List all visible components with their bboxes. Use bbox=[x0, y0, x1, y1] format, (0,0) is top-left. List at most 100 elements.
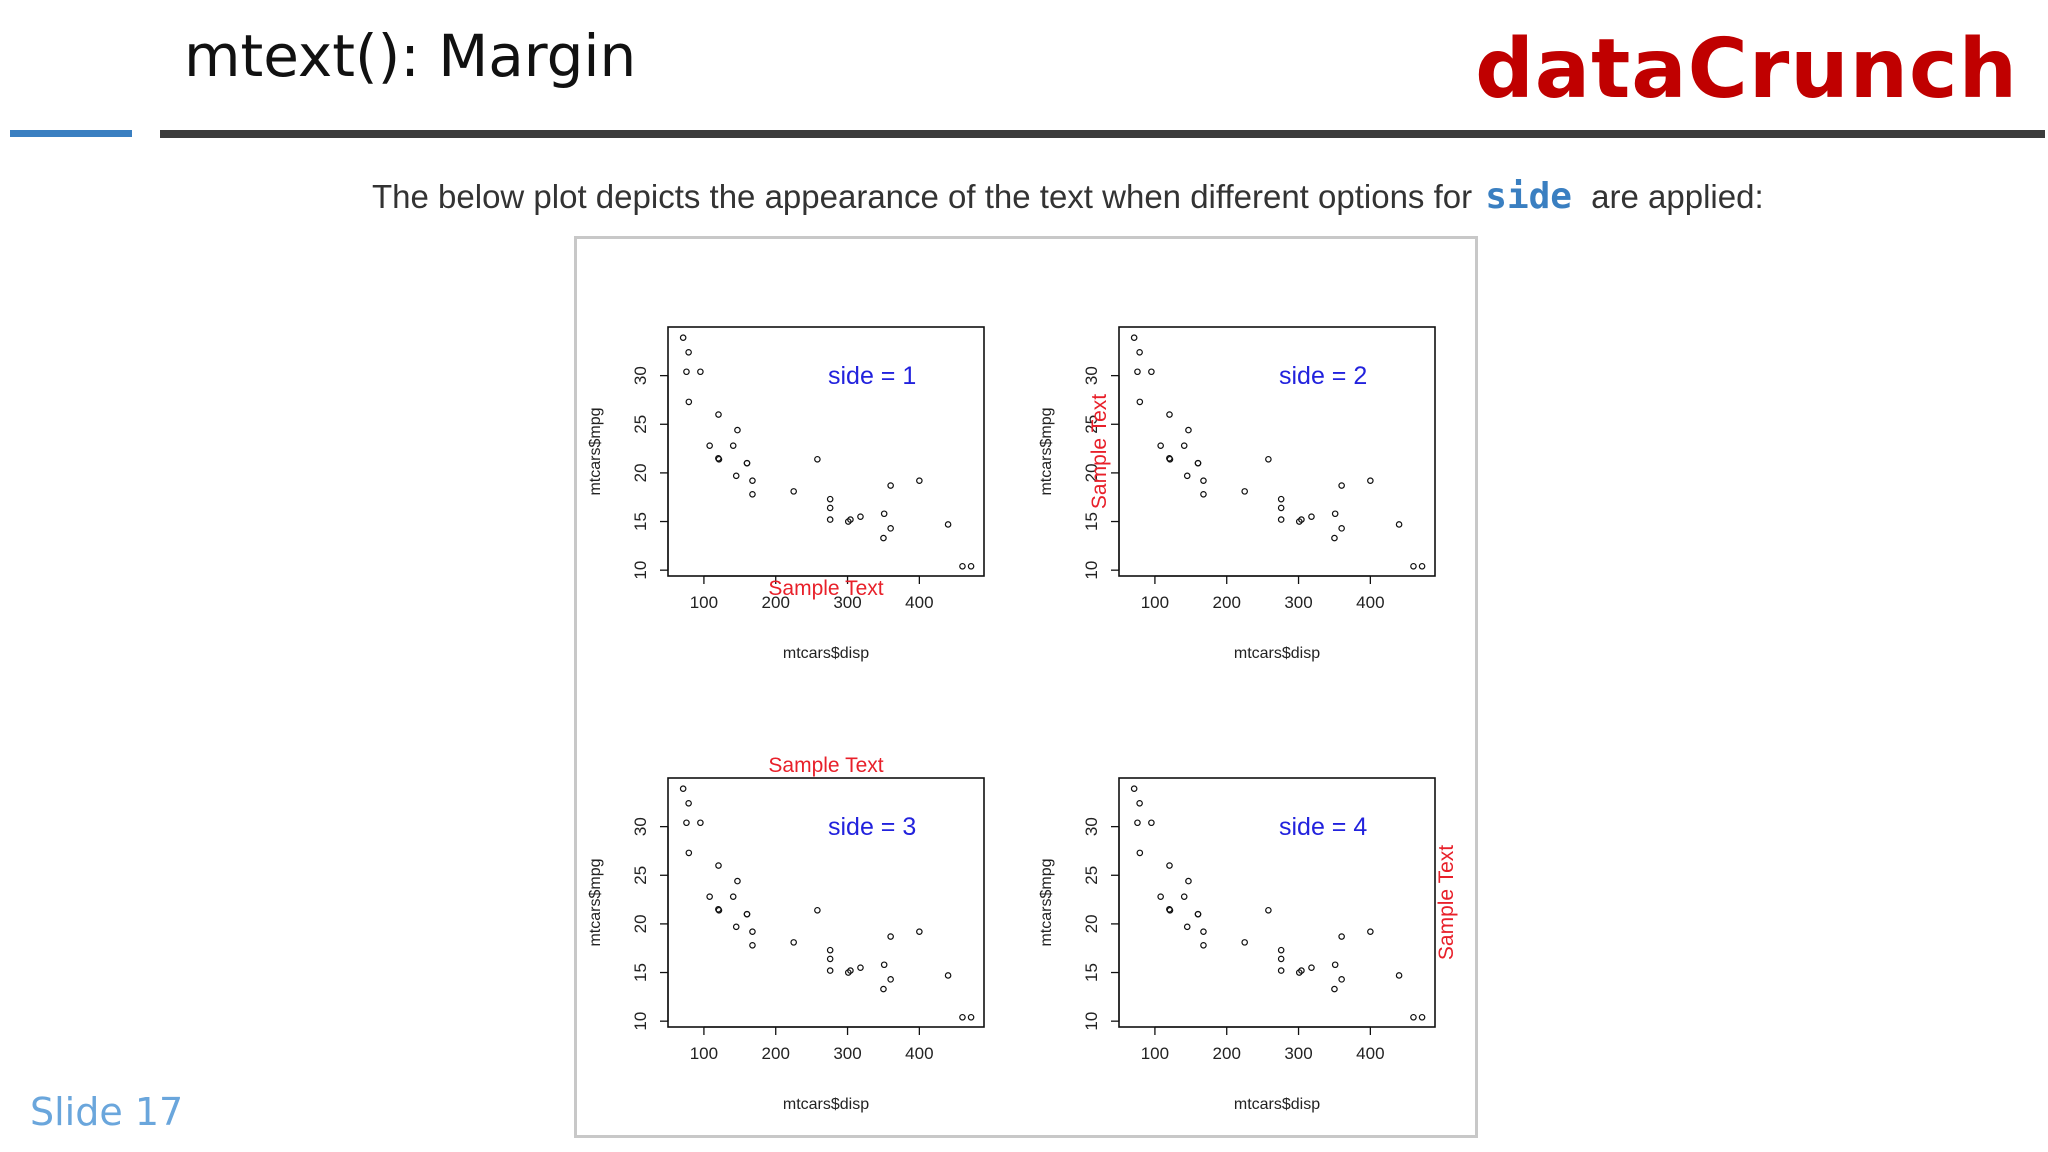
data-point bbox=[1277, 946, 1285, 954]
data-point bbox=[1148, 368, 1155, 376]
margin-text: Sample Text bbox=[768, 754, 883, 777]
margin-text: Sample Text bbox=[768, 577, 883, 600]
data-point bbox=[683, 368, 690, 376]
data-point bbox=[1277, 516, 1285, 523]
y-axis-label: mtcars$mpg bbox=[1038, 858, 1055, 946]
data-point bbox=[1166, 906, 1174, 914]
x-tick-label: 200 bbox=[762, 593, 790, 612]
y-tick-label: 10 bbox=[631, 561, 650, 580]
data-point bbox=[1200, 477, 1207, 484]
data-point bbox=[1157, 442, 1164, 449]
data-point bbox=[880, 510, 888, 518]
data-point bbox=[1367, 477, 1374, 484]
intro-text: The below plot depicts the appearance of… bbox=[372, 176, 1764, 217]
data-point bbox=[679, 334, 687, 341]
data-point bbox=[880, 985, 887, 993]
data-point bbox=[1185, 426, 1192, 434]
data-point bbox=[1241, 488, 1248, 495]
data-point bbox=[1130, 785, 1138, 792]
data-point bbox=[1136, 799, 1143, 807]
y-tick-label: 30 bbox=[631, 817, 650, 836]
y-tick-label: 25 bbox=[631, 415, 650, 434]
data-point bbox=[706, 442, 713, 449]
plot-panel-3: 100 200 300 400 10 15 20 25 30 mtcars$disp mtcars$… bbox=[587, 754, 985, 1113]
x-tick-label: 200 bbox=[1213, 1044, 1241, 1063]
y-tick-label: 10 bbox=[1082, 561, 1101, 580]
side-annotation: side = 2 bbox=[1279, 362, 1367, 390]
x-tick-label: 400 bbox=[905, 593, 933, 612]
data-point bbox=[1265, 455, 1272, 463]
plot-grid: 100 200 300 400 10 15 20 25 30 mtcars$disp mtcars$… bbox=[587, 326, 1458, 1113]
data-point bbox=[706, 893, 713, 900]
y-tick-label: 30 bbox=[1082, 366, 1101, 385]
y-axis-label: mtcars$mpg bbox=[1038, 407, 1055, 495]
y-tick-label: 10 bbox=[631, 1012, 650, 1031]
data-point bbox=[679, 785, 687, 792]
plot-panel-4: 100 200 300 400 10 15 20 25 30 mtcars$disp mtcars$… bbox=[1038, 777, 1458, 1113]
data-point bbox=[1308, 964, 1315, 971]
data-point bbox=[944, 521, 952, 528]
plot-box bbox=[667, 326, 985, 577]
side-annotation: side = 1 bbox=[828, 362, 916, 390]
data-point bbox=[844, 518, 852, 525]
title-rule-accent bbox=[10, 130, 132, 137]
data-point bbox=[715, 411, 722, 418]
data-point bbox=[1166, 862, 1173, 869]
data-point bbox=[916, 928, 923, 935]
data-point bbox=[1148, 819, 1155, 827]
data-point bbox=[1194, 459, 1202, 467]
data-point bbox=[844, 969, 852, 976]
data-point bbox=[1200, 928, 1207, 935]
data-point bbox=[959, 1013, 966, 1021]
data-point bbox=[685, 398, 693, 406]
y-tick-label: 30 bbox=[1082, 817, 1101, 836]
y-tick-label: 25 bbox=[1082, 415, 1101, 434]
data-point bbox=[734, 426, 741, 434]
data-point bbox=[715, 906, 723, 914]
data-point bbox=[697, 368, 704, 376]
data-point bbox=[734, 877, 741, 885]
y-tick-label: 20 bbox=[1082, 914, 1101, 933]
data-point bbox=[967, 1013, 975, 1021]
data-point bbox=[880, 961, 888, 969]
x-tick-label: 100 bbox=[690, 1044, 718, 1063]
plot-panel-1: 100 200 300 400 10 15 20 25 30 mtcars$disp mtcars$… bbox=[587, 326, 985, 662]
title-rule bbox=[160, 130, 2045, 138]
data-point bbox=[683, 819, 690, 827]
plot-panel-2: 100 200 300 400 10 15 20 25 30 mtcars$disp mtcars$… bbox=[1038, 326, 1436, 662]
data-point bbox=[1308, 513, 1315, 520]
x-tick-label: 200 bbox=[762, 1044, 790, 1063]
data-point bbox=[729, 893, 737, 900]
data-point bbox=[743, 910, 751, 918]
data-point bbox=[1395, 521, 1403, 528]
margin-text: Sample Text bbox=[1435, 845, 1458, 960]
data-point bbox=[826, 955, 834, 963]
data-point bbox=[1166, 411, 1173, 418]
data-point bbox=[857, 964, 864, 971]
data-point bbox=[1410, 562, 1417, 570]
slide-number: Slide 17 bbox=[30, 1090, 184, 1134]
data-point bbox=[1180, 893, 1188, 900]
y-tick-label: 25 bbox=[1082, 866, 1101, 885]
data-point bbox=[1130, 334, 1138, 341]
data-point bbox=[1295, 518, 1303, 525]
brand-logo: dataCrunch bbox=[1475, 22, 2018, 117]
data-point bbox=[959, 562, 966, 570]
y-tick-label: 15 bbox=[631, 963, 650, 982]
data-point bbox=[749, 941, 756, 949]
y-tick-label: 20 bbox=[1082, 463, 1101, 482]
intro-before: The below plot depicts the appearance of… bbox=[372, 178, 1473, 215]
data-point bbox=[1134, 368, 1141, 376]
data-point bbox=[1338, 976, 1345, 983]
data-point bbox=[1200, 490, 1207, 498]
data-point bbox=[732, 923, 740, 931]
x-axis-label: mtcars$disp bbox=[783, 1096, 869, 1113]
y-tick-label: 25 bbox=[631, 866, 650, 885]
data-point bbox=[887, 976, 894, 983]
data-point bbox=[826, 516, 834, 523]
data-point bbox=[967, 562, 975, 570]
data-point bbox=[1277, 495, 1285, 503]
data-point bbox=[880, 534, 887, 542]
data-point bbox=[826, 504, 834, 512]
x-tick-label: 400 bbox=[1356, 593, 1384, 612]
